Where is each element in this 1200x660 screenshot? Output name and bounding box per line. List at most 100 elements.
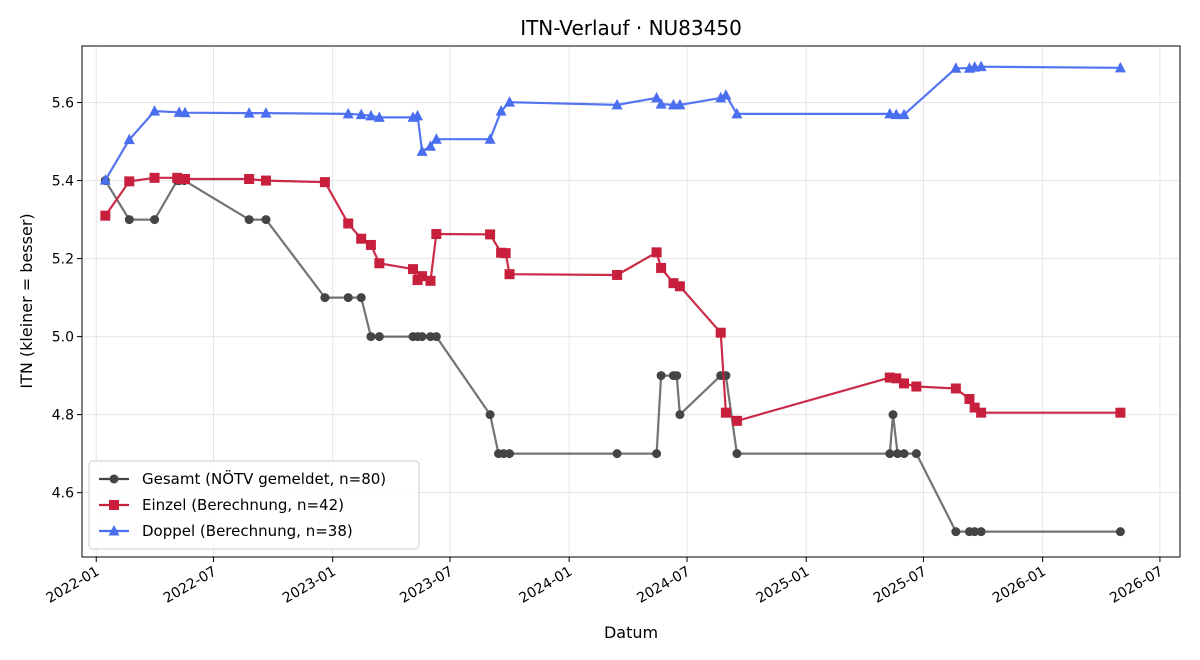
data-point <box>179 174 190 185</box>
data-point <box>320 293 330 303</box>
data-point <box>99 174 111 185</box>
data-point <box>970 527 980 537</box>
data-point <box>244 215 254 225</box>
data-point <box>911 449 921 459</box>
series-3 <box>99 60 1126 185</box>
legend-marker <box>109 474 119 484</box>
y-tick-label: 5.4 <box>52 174 74 190</box>
y-axis: 4.6 4.8 5.0 5.2 5.4 5.6 <box>52 96 82 502</box>
data-point <box>425 275 436 286</box>
data-point <box>911 381 922 392</box>
data-point <box>731 107 743 119</box>
legend-marker <box>108 525 120 536</box>
data-point <box>485 410 495 420</box>
data-point <box>893 449 903 459</box>
data-point <box>356 233 367 244</box>
data-point <box>495 105 507 116</box>
data-point <box>505 449 515 459</box>
data-point <box>672 371 682 381</box>
data-point <box>100 210 111 221</box>
data-point <box>373 111 385 122</box>
data-point <box>656 262 667 273</box>
data-point <box>611 98 623 110</box>
data-point <box>149 172 160 183</box>
data-point <box>731 415 742 426</box>
data-point <box>243 107 255 118</box>
data-point <box>950 383 961 394</box>
legend-marker <box>109 500 119 510</box>
data-point <box>149 105 161 116</box>
data-point <box>674 98 686 110</box>
data-point <box>715 327 726 338</box>
data-point <box>366 332 376 342</box>
data-point <box>260 175 271 186</box>
data-point <box>612 269 623 280</box>
data-point <box>365 239 376 250</box>
data-point <box>417 332 427 342</box>
data-point <box>1115 527 1125 537</box>
data-point <box>260 107 272 118</box>
data-point <box>675 410 685 420</box>
y-tick-label: 5.0 <box>52 330 74 346</box>
data-point <box>485 229 496 240</box>
data-point <box>890 108 902 120</box>
data-point <box>425 140 437 151</box>
data-point <box>976 527 986 537</box>
data-point <box>668 278 679 289</box>
y-tick-label: 4.8 <box>52 408 74 424</box>
data-point <box>374 332 384 342</box>
data-point <box>715 91 727 103</box>
data-point <box>950 62 962 73</box>
data-point <box>612 449 622 459</box>
data-point <box>976 407 987 418</box>
data-point <box>355 108 367 120</box>
data-point <box>484 133 496 144</box>
data-point <box>891 373 902 384</box>
legend-label: Einzel (Berechnung, n=42) <box>142 496 344 514</box>
data-point <box>123 133 135 145</box>
data-point <box>720 407 731 418</box>
data-point <box>888 410 898 420</box>
data-point <box>343 218 354 229</box>
data-point <box>732 449 742 459</box>
data-point <box>244 174 255 185</box>
data-point <box>899 378 910 389</box>
data-point <box>720 89 732 100</box>
data-point <box>655 98 667 109</box>
data-point <box>261 215 271 225</box>
y-tick-label: 5.6 <box>52 96 74 112</box>
data-point <box>319 177 330 188</box>
legend-box <box>88 460 420 550</box>
data-point <box>150 215 160 225</box>
data-point <box>651 91 663 103</box>
data-point <box>343 293 353 303</box>
data-point <box>656 371 666 381</box>
legend-label: Doppel (Berechnung, n=38) <box>142 522 353 540</box>
chart-title: ITN-Verlauf · NU83450 <box>520 16 742 40</box>
data-point <box>969 402 980 413</box>
data-point <box>975 60 987 72</box>
y-tick-label: 5.2 <box>52 252 74 268</box>
series-layer <box>99 60 1126 537</box>
data-point <box>1115 407 1126 418</box>
data-point <box>885 449 895 459</box>
data-point <box>431 332 441 342</box>
data-point <box>431 229 442 240</box>
data-point <box>365 109 377 121</box>
data-point <box>651 247 662 258</box>
legend-label: Gesamt (NÖTV gemeldet, n=80) <box>142 469 386 488</box>
data-point <box>408 264 419 275</box>
data-point <box>500 248 511 259</box>
data-point <box>899 449 909 459</box>
data-point <box>179 106 191 118</box>
data-point <box>504 96 516 107</box>
data-point <box>504 269 515 280</box>
y-tick-label: 4.6 <box>52 486 74 502</box>
data-point <box>124 215 134 225</box>
series-2 <box>100 172 1126 426</box>
data-point <box>412 109 424 121</box>
data-point <box>356 293 366 303</box>
data-point <box>964 394 975 405</box>
